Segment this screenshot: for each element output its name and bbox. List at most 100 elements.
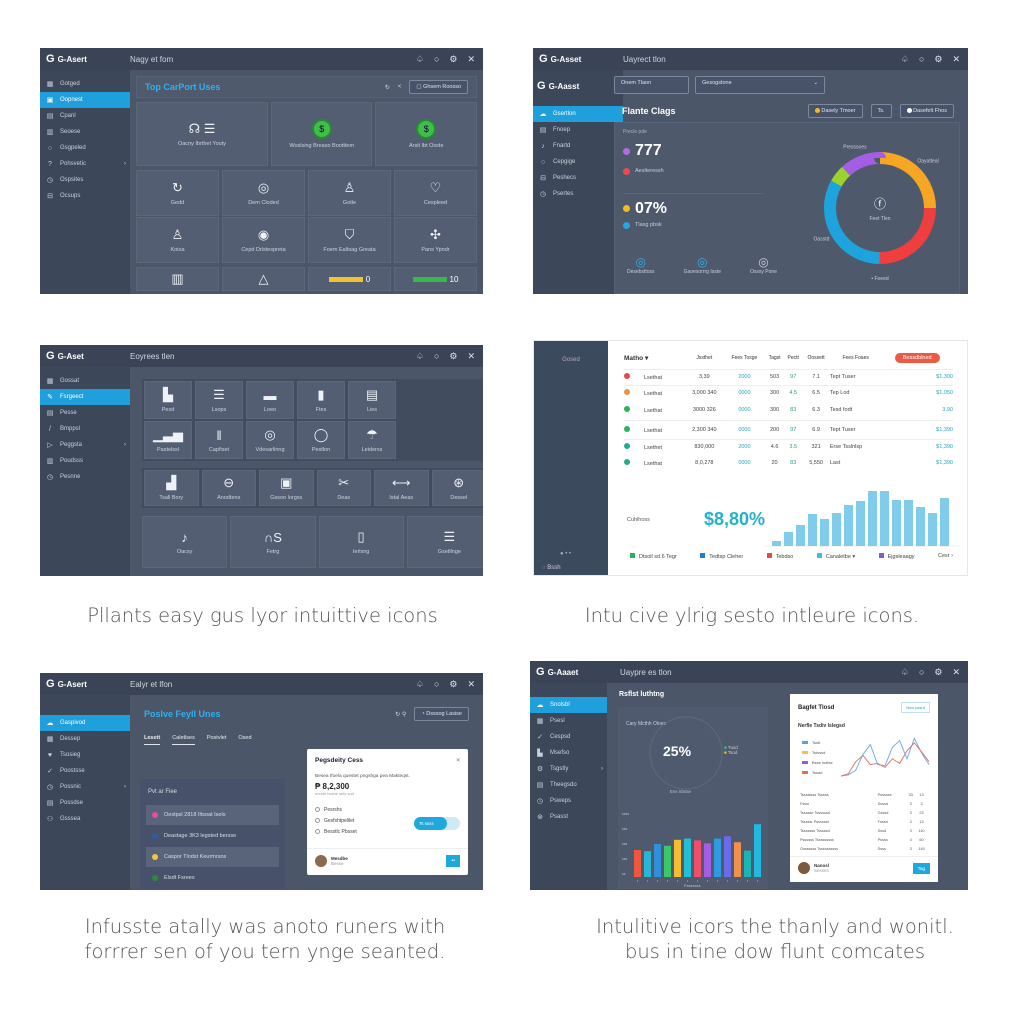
sidebar-item-gaspivod[interactable]: ☁ Gaspivod: [40, 715, 130, 731]
table-row[interactable]: Lsethat 3,39 2000 503 97 7.1 Tept Tuser $1,300: [624, 369, 953, 385]
tile[interactable]: ☰ Gsetllnge: [406, 516, 483, 568]
tab-osed[interactable]: Osed: [238, 735, 252, 741]
column-header[interactable]: Pectt: [787, 354, 799, 361]
list-item[interactable]: Oestpsl 2818 Iltsoat Isels: [146, 805, 279, 825]
shortcut-item[interactable]: ◎ Desebsttoss: [627, 255, 655, 275]
tile[interactable]: ◯ Pestlon: [297, 421, 345, 459]
sidebar-item-peshecs[interactable]: ⊟ Peshecs: [533, 170, 623, 186]
close-icon[interactable]: ✕: [952, 666, 960, 677]
default-button[interactable]: Dasefelt Fhos: [899, 104, 954, 118]
gear-icon[interactable]: ⚙: [449, 350, 458, 361]
sidebar-item-poudsss[interactable]: ▥ Poudsss: [40, 453, 130, 469]
table-row[interactable]: Lsethat 8,0,278 0000 20 83 5,550 Last $1,390: [624, 455, 953, 471]
radio-button[interactable]: [315, 807, 320, 812]
column-header[interactable]: Tagst: [768, 354, 781, 361]
tile[interactable]: ▟ Tsall Bory: [144, 470, 199, 506]
table-row[interactable]: Tssssse Tssssssd Gsssd 3 23: [800, 808, 928, 817]
circle-icon[interactable]: ○: [433, 53, 440, 64]
close-icon[interactable]: ✕: [467, 53, 475, 64]
filter-select[interactable]: Gesogstone ⌄: [695, 76, 825, 94]
close-icon[interactable]: ✕: [952, 53, 960, 64]
tile[interactable]: $ Woslsing Breaso Bootttem: [270, 102, 373, 166]
table-row[interactable]: Lsethat 3000 326 0000 300 83 6.3 Tesd fodt 3.90: [624, 401, 953, 420]
gear-icon[interactable]: ⚙: [449, 53, 458, 64]
tile[interactable]: ▤ Lies: [348, 381, 396, 419]
sidebar-footer[interactable]: ◌ Bssh: [542, 565, 561, 571]
column-header[interactable]: Jssthet: [696, 354, 713, 361]
column-header[interactable]: Matho ▾: [624, 354, 649, 362]
sidebar-item-psertes[interactable]: ◷ Psertes: [533, 186, 623, 202]
sidebar-item-fnoep[interactable]: ▤ Fnoep: [533, 122, 623, 138]
sidebar-item-oopnest[interactable]: ▣ Oopnest: [40, 92, 130, 108]
table-row[interactable]: Lsethat 2,300 340 0000 200 97 6.9 Tept Tuser $1…: [624, 420, 953, 439]
tile[interactable]: ☊ ☰ Oacny Ibrthet Youty: [136, 102, 268, 166]
tile[interactable]: ▥: [136, 267, 219, 291]
tile[interactable]: ▙ Pesd: [144, 381, 192, 419]
sidebar-item-gotged[interactable]: ▦ Gotged: [40, 76, 130, 92]
tab-lesett[interactable]: Lesett: [144, 735, 161, 745]
table-row[interactable]: Fsssr Ssssd 3 3: [800, 799, 928, 808]
tile[interactable]: ⟷ Istal Aeas: [374, 470, 429, 506]
refresh-icon[interactable]: ↻ ⚲: [395, 711, 407, 718]
sidebar-item-ocsups[interactable]: ⊟ Ocsups: [40, 188, 130, 204]
shortcut-item[interactable]: ◎ Gaoesorrrg Isste: [684, 255, 721, 275]
sidebar-item-pesse[interactable]: ▤ Pesse: [40, 405, 130, 421]
list-item[interactable]: Deastage 3K3 legsted bersse: [146, 826, 279, 846]
gear-icon[interactable]: ⚙: [934, 53, 943, 64]
legend-more[interactable]: Cesr ›: [937, 553, 953, 559]
table-row[interactable]: Lsethet 830,000 2000 4.6 3.5 321 Erse Tsslnlsp…: [624, 439, 953, 455]
close-icon[interactable]: ✕: [467, 678, 475, 689]
tile[interactable]: ⊖ Anodtens: [201, 470, 256, 506]
radio-button[interactable]: [315, 829, 320, 834]
sidebar-item-poostsse[interactable]: ✓ Poostsse: [40, 763, 130, 779]
sidebar-item-pesnne[interactable]: ◷ Pesnne: [40, 469, 130, 485]
tag-button[interactable]: Tag: [912, 862, 930, 874]
table-row[interactable]: Osssssss Tssssssssss Ssss 3 140: [800, 844, 928, 853]
tile[interactable]: ◎ Dem Cloded: [222, 170, 305, 216]
bell-icon[interactable]: ♤: [415, 350, 424, 361]
tile[interactable]: ∩S Fetrg: [230, 516, 316, 568]
radio-option[interactable]: Gesfshtpelilet: [315, 815, 460, 826]
sidebar-item-fsrgeect[interactable]: ✎ Fsrgeect: [40, 389, 130, 405]
action-button[interactable]: ▢ Ghsem Roosso: [409, 80, 468, 94]
bell-icon[interactable]: ♤: [415, 678, 424, 689]
circle-icon[interactable]: ○: [433, 678, 440, 689]
bell-icon[interactable]: ♤: [415, 53, 424, 64]
table-row[interactable]: Tsssssr Psssssst Fsssd 3 13: [800, 817, 928, 826]
tab-caletlses[interactable]: Caletlses: [172, 735, 195, 745]
sidebar-item-ospsites[interactable]: ◷ Ospsites: [40, 172, 130, 188]
sidebar-item-psesl[interactable]: ▦ Psesl: [530, 713, 607, 729]
column-header[interactable]: Fees Foaes: [842, 354, 869, 361]
range-button[interactable]: Ts.: [870, 104, 892, 118]
pagination-dots[interactable]: ● • •: [560, 551, 572, 557]
column-header[interactable]: Fees Tosge: [731, 354, 758, 361]
tile[interactable]: ♙ Kotsa: [136, 217, 219, 263]
circle-icon[interactable]: ○: [918, 666, 925, 677]
tile[interactable]: △: [222, 267, 305, 291]
legend-item[interactable]: Dtsoll sd.6 Tegr: [630, 553, 677, 560]
sidebar-item-fnartd[interactable]: ♪ Fnartd: [533, 138, 623, 154]
gear-icon[interactable]: ⚙: [934, 666, 943, 677]
tab-postvlet[interactable]: Postvlet: [206, 735, 227, 741]
tile[interactable]: ‖ Capfiset: [195, 421, 243, 459]
back-button[interactable]: <: [397, 84, 402, 90]
tile[interactable]: ⛉ Foem Ealtsag Greata: [308, 217, 391, 263]
table-row[interactable]: Lsethat 3,000 340 0000 300 4.5 6.5 Tep Lod $1,0…: [624, 385, 953, 401]
sidebar-item-seoese[interactable]: ▥ Seoese: [40, 124, 130, 140]
tile[interactable]: ♙ Gotle: [308, 170, 391, 216]
tile[interactable]: ↻ Gedd: [136, 170, 219, 216]
sidebar-item-possnic[interactable]: ◷ Possnic ›: [40, 779, 130, 795]
legend-item[interactable]: Tedtsp Cleher: [700, 553, 743, 560]
sidebar-item-cespsd[interactable]: ✓ Cespsd: [530, 729, 607, 745]
tile[interactable]: ♡ Cespleed: [394, 170, 477, 216]
column-header[interactable]: Oossett: [807, 354, 825, 361]
shortcut-item[interactable]: ◎ Osssy Pone: [750, 255, 777, 275]
bell-icon[interactable]: ♤: [900, 53, 909, 64]
toggle-switch[interactable]: Ts ssss: [414, 817, 460, 830]
sidebar-item-gsertlon[interactable]: ☁ Gsertlon: [533, 106, 623, 122]
close-icon[interactable]: ×: [456, 757, 460, 764]
tile[interactable]: ▯ Ierlsng: [318, 516, 404, 568]
tile[interactable]: ▬ Loeo: [246, 381, 294, 419]
tile[interactable]: ✣ Pans Ypndr: [394, 217, 477, 263]
tile[interactable]: ◎ Vdesarlinng: [246, 421, 294, 459]
